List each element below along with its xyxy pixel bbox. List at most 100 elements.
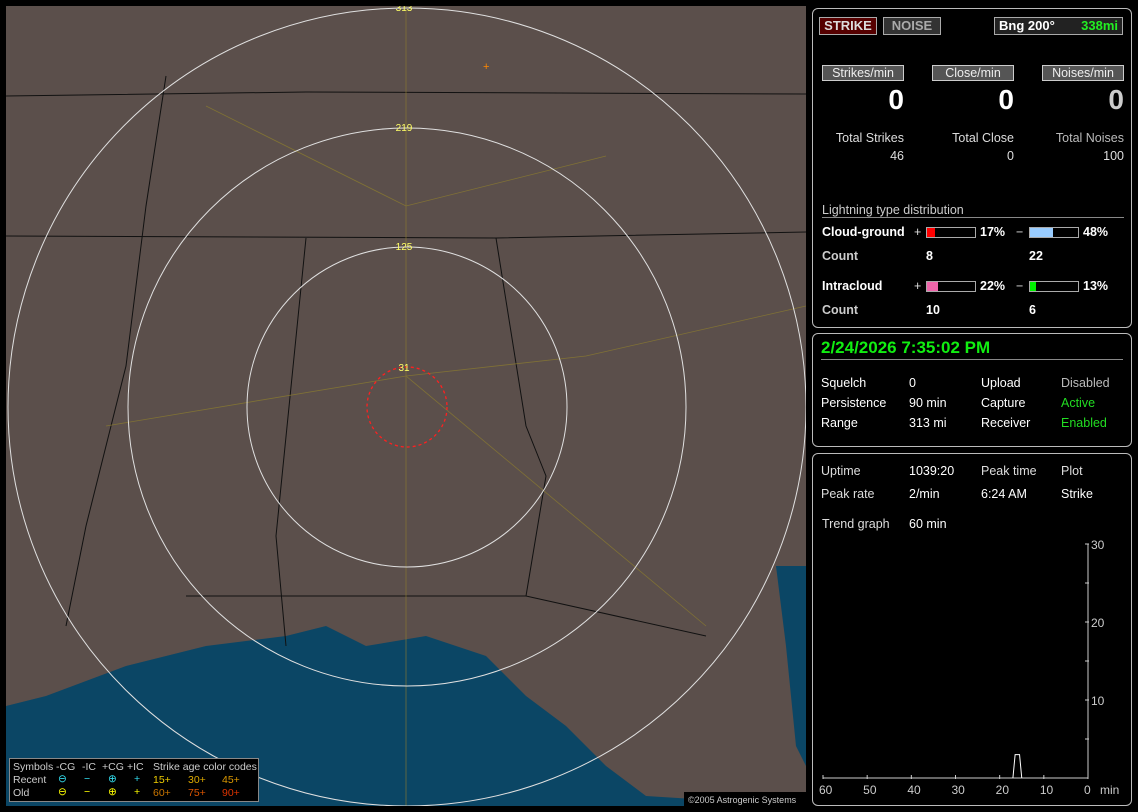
minus-cg-icon: ⊖	[58, 773, 67, 785]
total-strikes-label: Total Strikes	[835, 131, 904, 145]
trend-panel: Uptime 1039:20 Peak time Plot Peak rate …	[812, 453, 1132, 806]
peak-rate: 2/min	[909, 487, 940, 501]
status-label: Capture	[981, 396, 1026, 410]
legend-old: Old	[13, 787, 30, 799]
plus-ic-icon: +	[134, 786, 141, 798]
trend-graph-value[interactable]: 60 min	[909, 517, 947, 531]
status-panel: 2/24/2026 7:35:02 PM Squelch 0 Upload Disab…	[812, 333, 1132, 447]
peak-time-label: Peak time	[981, 464, 1037, 478]
y-tick-label: 30	[1091, 538, 1105, 552]
bearing: Bng 200°	[999, 18, 1055, 33]
total-strikes: 46	[890, 149, 904, 163]
y-tick-label: 10	[1091, 694, 1105, 708]
status-value: Active	[1061, 396, 1096, 410]
map-legend: Symbols -CG -IC +CG +IC Strike age color…	[9, 758, 259, 802]
legend-recent: Recent	[13, 774, 47, 786]
status-label: Upload	[981, 376, 1021, 390]
total-close-label: Total Close	[952, 131, 1014, 145]
minus-cg-icon: ⊖	[58, 786, 67, 798]
age-code: 60+	[153, 787, 171, 799]
noises-per-min-label: Noises/min	[1042, 65, 1124, 81]
status-label: Squelch	[821, 376, 867, 390]
status-label: Range	[821, 416, 858, 430]
x-tick-label: 20	[996, 783, 1010, 797]
noise-button[interactable]: NOISE	[883, 17, 941, 35]
cg-minus-count: 22	[1029, 249, 1043, 263]
status-value: Disabled	[1061, 376, 1110, 390]
age-code: 75+	[188, 787, 206, 799]
ring-label: 125	[396, 242, 413, 253]
count-label: Count	[822, 303, 859, 317]
status-value: 0	[909, 376, 916, 390]
age-code: 15+	[153, 774, 171, 786]
legend-col: -CG	[56, 761, 76, 773]
count-label: Count	[822, 249, 859, 263]
ic-minus-pct: 13%	[1083, 279, 1109, 293]
ic-plus-count: 10	[926, 303, 940, 317]
plot-type[interactable]: Strike	[1061, 487, 1093, 501]
minus-sign: −	[1016, 279, 1024, 293]
legend-age-title: Strike age color codes	[153, 761, 257, 773]
minus-ic-icon: −	[84, 786, 91, 798]
ring-label: 313	[396, 6, 413, 14]
ic-label: Intracloud	[822, 279, 883, 293]
lightning-map[interactable]: 313 219 125 31 + ©2005 Astrogenic System…	[6, 6, 806, 806]
ring-label: 219	[396, 123, 413, 134]
age-code: 45+	[222, 774, 240, 786]
peak-time: 6:24 AM	[981, 487, 1027, 501]
legend-col: +IC	[127, 761, 144, 773]
plus-cg-icon: ⊕	[108, 773, 117, 785]
plus-ic-icon: +	[134, 773, 141, 785]
close-per-min-label: Close/min	[932, 65, 1014, 81]
x-tick-label: 40	[907, 783, 921, 797]
ring-label: 31	[398, 363, 410, 374]
strike-button[interactable]: STRIKE	[819, 17, 877, 35]
x-tick-label: 10	[1040, 783, 1054, 797]
trend-line	[1012, 754, 1023, 779]
status-value: 313 mi	[909, 416, 947, 430]
status-label: Persistence	[821, 396, 887, 410]
status-value: Enabled	[1061, 416, 1107, 430]
plot-label: Plot	[1061, 464, 1083, 478]
copyright: ©2005 Astrogenic Systems	[688, 795, 797, 805]
bearing-display: Bng 200° 338mi	[994, 17, 1123, 35]
close-per-min: 0	[998, 84, 1014, 115]
ic-minus-count: 6	[1029, 303, 1036, 317]
noises-per-min: 0	[1108, 84, 1124, 115]
legend-col: -IC	[82, 761, 96, 773]
x-tick-label: 30	[952, 783, 966, 797]
datetime: 2/24/2026 7:35:02 PM	[821, 338, 1123, 360]
minus-ic-icon: −	[84, 773, 91, 785]
strikes-per-min: 0	[888, 84, 904, 115]
x-tick-label: 60	[819, 783, 833, 797]
x-tick-label: 50	[863, 783, 877, 797]
status-label: Receiver	[981, 416, 1031, 430]
strikes-per-min-label: Strikes/min	[822, 65, 904, 81]
ic-plus-pct: 22%	[980, 279, 1006, 293]
plus-sign: +	[914, 279, 922, 293]
legend-col: +CG	[102, 761, 124, 773]
peak-rate-label: Peak rate	[821, 487, 875, 501]
uptime-label: Uptime	[821, 464, 861, 478]
distance: 338mi	[1081, 18, 1118, 33]
cg-minus-pct: 48%	[1083, 225, 1109, 239]
ic-plus-bar	[926, 281, 976, 292]
total-noises: 100	[1103, 149, 1124, 163]
status-value: 90 min	[909, 396, 947, 410]
cg-plus-bar	[926, 227, 976, 238]
plus-sign: +	[914, 225, 922, 239]
age-code: 90+	[222, 787, 240, 799]
distribution-title: Lightning type distribution	[822, 203, 1124, 218]
cg-plus-count: 8	[926, 249, 933, 263]
strike-marker: +	[483, 61, 489, 73]
uptime: 1039:20	[909, 464, 955, 478]
age-code: 30+	[188, 774, 206, 786]
trend-graph: 60 50 40 30 20 10 0 min 30 20 10	[819, 538, 1119, 797]
y-tick-label: 20	[1091, 616, 1105, 630]
cg-plus-pct: 17%	[980, 225, 1006, 239]
cg-label: Cloud-ground	[822, 225, 905, 239]
x-unit-label: min	[1100, 783, 1119, 797]
stats-panel: STRIKE NOISE Bng 200° 338mi Strikes/min …	[812, 8, 1132, 328]
trend-graph-label: Trend graph	[822, 517, 890, 531]
plus-cg-icon: ⊕	[108, 786, 117, 798]
